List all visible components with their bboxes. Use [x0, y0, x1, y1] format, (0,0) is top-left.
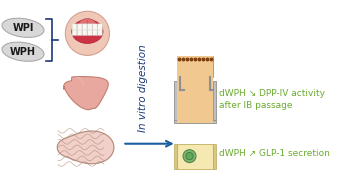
Text: WPH: WPH — [10, 47, 36, 57]
Bar — [177, 56, 214, 122]
FancyBboxPatch shape — [87, 29, 92, 36]
Polygon shape — [63, 77, 108, 110]
Ellipse shape — [2, 42, 44, 61]
Bar — [177, 144, 214, 169]
FancyBboxPatch shape — [77, 24, 82, 30]
Circle shape — [186, 153, 193, 160]
Bar — [174, 81, 177, 120]
Circle shape — [65, 11, 109, 55]
Text: In vitro digestion: In vitro digestion — [138, 45, 148, 132]
Polygon shape — [57, 131, 114, 164]
FancyBboxPatch shape — [97, 29, 102, 36]
Text: dWPH ↘ DPP-IV activity
after IB passage: dWPH ↘ DPP-IV activity after IB passage — [219, 89, 325, 110]
Text: dWPH ↗ GLP-1 secretion: dWPH ↗ GLP-1 secretion — [219, 148, 330, 157]
FancyBboxPatch shape — [97, 24, 102, 30]
Text: WPI: WPI — [12, 23, 34, 33]
FancyBboxPatch shape — [82, 24, 87, 30]
Ellipse shape — [2, 18, 44, 37]
Bar — [177, 56, 214, 77]
Bar — [174, 144, 177, 169]
FancyBboxPatch shape — [72, 24, 77, 30]
Circle shape — [183, 150, 196, 163]
FancyBboxPatch shape — [82, 29, 87, 36]
Ellipse shape — [72, 19, 103, 43]
FancyBboxPatch shape — [92, 29, 97, 36]
FancyBboxPatch shape — [92, 24, 97, 30]
FancyBboxPatch shape — [87, 24, 92, 30]
Bar — [214, 81, 216, 120]
FancyBboxPatch shape — [72, 29, 77, 36]
FancyBboxPatch shape — [77, 29, 82, 36]
Bar — [174, 120, 216, 122]
Ellipse shape — [79, 19, 96, 30]
Bar — [214, 144, 216, 169]
